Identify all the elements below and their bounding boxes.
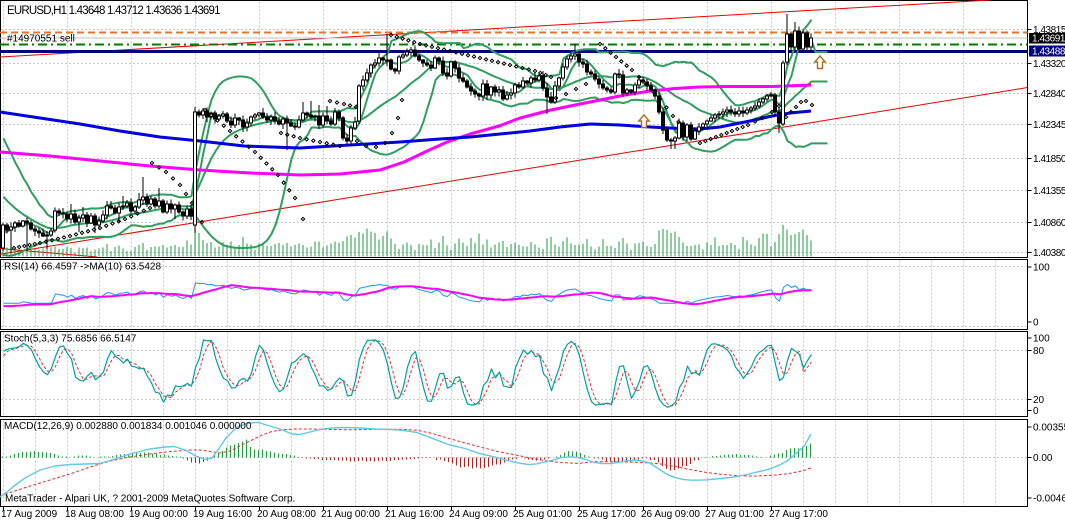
svg-text:19 Aug 00:00: 19 Aug 00:00 (129, 509, 188, 520)
svg-text:27 Aug 17:00: 27 Aug 17:00 (769, 509, 828, 520)
svg-text:0: 0 (1033, 406, 1039, 417)
svg-text:25 Aug 17:00: 25 Aug 17:00 (577, 509, 636, 520)
svg-text:21 Aug 16:00: 21 Aug 16:00 (385, 509, 444, 520)
svg-text:Stoch(5,3,3) 75.6856 66.5147: Stoch(5,3,3) 75.6856 66.5147 (4, 334, 137, 345)
svg-text:21 Aug 00:00: 21 Aug 00:00 (321, 509, 380, 520)
svg-text:#14970551 sell: #14970551 sell (7, 34, 75, 45)
svg-text:1.43815: 1.43815 (1033, 25, 1065, 36)
svg-text:0.00: 0.00 (1033, 453, 1053, 464)
svg-text:20: 20 (1033, 395, 1045, 406)
svg-text:1.42840: 1.42840 (1033, 89, 1065, 100)
svg-text:80: 80 (1033, 346, 1045, 357)
svg-text:1.43488: 1.43488 (1032, 47, 1065, 58)
svg-text:MACD(12,26,9) 0.002880 0.00183: MACD(12,26,9) 0.002880 0.001834 0.001046… (4, 421, 252, 432)
svg-text:19 Aug 16:00: 19 Aug 16:00 (193, 509, 252, 520)
svg-text:1.43320: 1.43320 (1033, 59, 1065, 70)
svg-text:1.42345: 1.42345 (1033, 120, 1065, 131)
svg-text:24 Aug 09:00: 24 Aug 09:00 (449, 509, 508, 520)
svg-text:25 Aug 01:00: 25 Aug 01:00 (513, 509, 572, 520)
svg-text:EURUSD,H1 1.43648 1.43712 1.4: EURUSD,H1 1.43648 1.43712 1.43636 1.4369… (7, 5, 220, 17)
svg-text:17 Aug 2009: 17 Aug 2009 (1, 509, 58, 520)
svg-text:MetaTrader - Alpari UK, ? 2001: MetaTrader - Alpari UK, ? 2001-2009 Meta… (5, 494, 295, 505)
svg-text:1.40860: 1.40860 (1033, 218, 1065, 229)
svg-text:-0.00463: -0.00463 (1033, 494, 1065, 505)
svg-text:18 Aug 08:00: 18 Aug 08:00 (65, 509, 124, 520)
svg-text:26 Aug 09:00: 26 Aug 09:00 (641, 509, 700, 520)
svg-text:27 Aug 01:00: 27 Aug 01:00 (705, 509, 764, 520)
svg-text:0.00355: 0.00355 (1033, 423, 1065, 434)
svg-text:0: 0 (1033, 318, 1039, 329)
svg-text:100: 100 (1033, 334, 1050, 345)
svg-text:1.43691: 1.43691 (1032, 34, 1065, 45)
svg-text:1.41850: 1.41850 (1033, 154, 1065, 165)
svg-text:1.41355: 1.41355 (1033, 186, 1065, 197)
svg-text:RSI(14) 66.4597 ->MA(10) 63.5: RSI(14) 66.4597 ->MA(10) 63.5428 (4, 262, 161, 273)
svg-text:20 Aug 08:00: 20 Aug 08:00 (257, 509, 316, 520)
svg-text:1.40380: 1.40380 (1033, 248, 1065, 259)
svg-text:100: 100 (1033, 263, 1050, 274)
